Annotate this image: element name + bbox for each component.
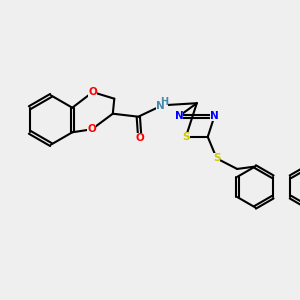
- Text: S: S: [182, 132, 190, 142]
- Text: O: O: [135, 133, 144, 143]
- Text: O: O: [87, 124, 96, 134]
- Text: H: H: [160, 97, 168, 107]
- Text: N: N: [175, 111, 184, 121]
- Text: N: N: [210, 111, 219, 121]
- Text: S: S: [213, 153, 220, 164]
- Text: N: N: [156, 101, 165, 111]
- Text: O: O: [88, 87, 97, 97]
